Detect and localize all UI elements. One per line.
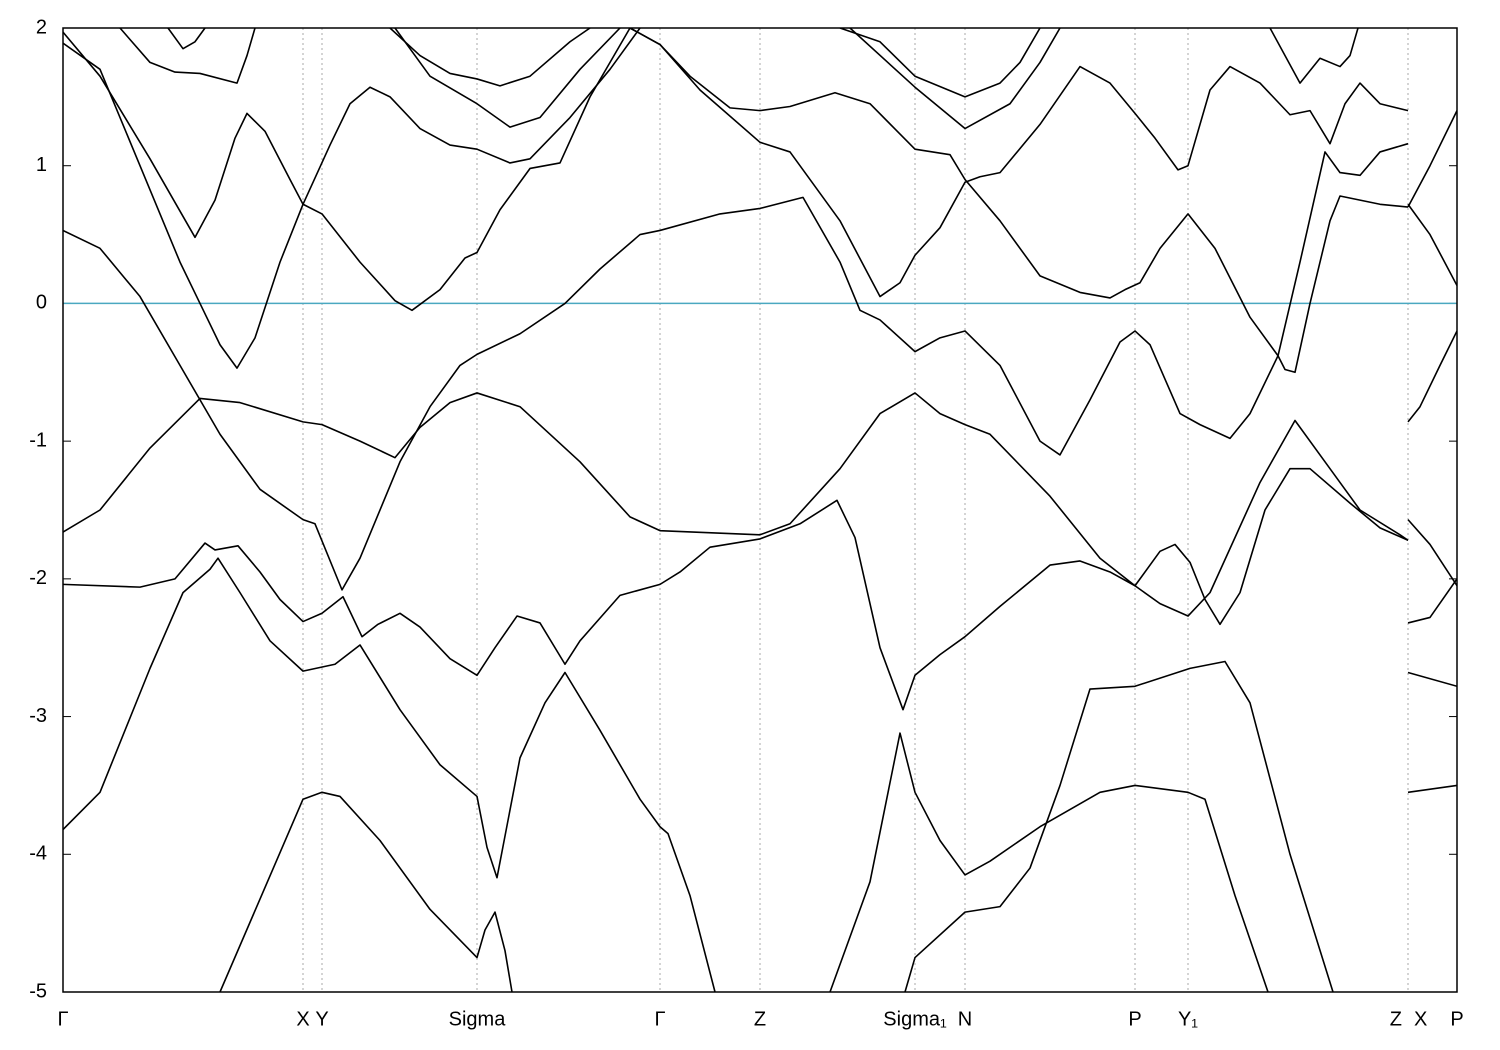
band-line	[1407, 519, 1457, 587]
y-tick-label: 1	[36, 154, 47, 176]
x-tick-label: Sigma	[449, 1008, 507, 1030]
x-tick-label: Z	[1390, 1008, 1402, 1030]
band-line	[1407, 671, 1457, 688]
x-tick-label: Y	[315, 1008, 328, 1030]
plot-frame	[62, 27, 1458, 993]
band-line	[63, 28, 641, 369]
x-tick-label: X	[1414, 1008, 1427, 1030]
x-tick-label: Γ	[57, 1008, 68, 1030]
band-line	[849, 28, 1061, 130]
band-line	[904, 660, 1334, 992]
x-tick-label: Z	[754, 1008, 766, 1030]
band-line	[63, 392, 1409, 617]
y-tick-label: -1	[29, 429, 47, 451]
band-line	[63, 142, 1409, 591]
band-line	[63, 557, 716, 992]
x-tick-label: P	[1128, 1008, 1141, 1030]
y-tick-label: 0	[36, 292, 47, 314]
band-line	[1407, 784, 1457, 794]
band-line	[1269, 28, 1359, 84]
band-line	[63, 28, 631, 312]
x-tick-label: N	[958, 1008, 972, 1030]
band-line	[389, 28, 591, 87]
y-tick-label: 2	[36, 16, 47, 38]
band-line	[167, 28, 206, 50]
band-line	[63, 467, 1409, 711]
band-line	[1407, 330, 1457, 423]
band-line	[629, 28, 1409, 298]
band-line	[119, 28, 256, 84]
y-tick-label: -2	[29, 567, 47, 589]
x-tick-label: Γ	[654, 1008, 665, 1030]
y-tick-label: -4	[29, 843, 47, 865]
y-tick-label: -5	[29, 980, 47, 1002]
band-line	[1407, 110, 1457, 208]
band-line	[394, 28, 621, 128]
x-tick-label: Sigma₁	[883, 1008, 947, 1030]
x-tick-label: X	[296, 1008, 309, 1030]
band-line	[219, 791, 513, 992]
x-tick-label: Y₁	[1178, 1008, 1198, 1030]
bands	[63, 28, 1457, 992]
band-line	[839, 28, 1041, 98]
band-line	[829, 732, 1269, 992]
band-line	[629, 28, 1409, 374]
x-tick-label: P	[1450, 1008, 1463, 1030]
y-tick-label: -3	[29, 705, 47, 727]
band-line	[1407, 578, 1457, 624]
band-line	[1407, 203, 1457, 286]
